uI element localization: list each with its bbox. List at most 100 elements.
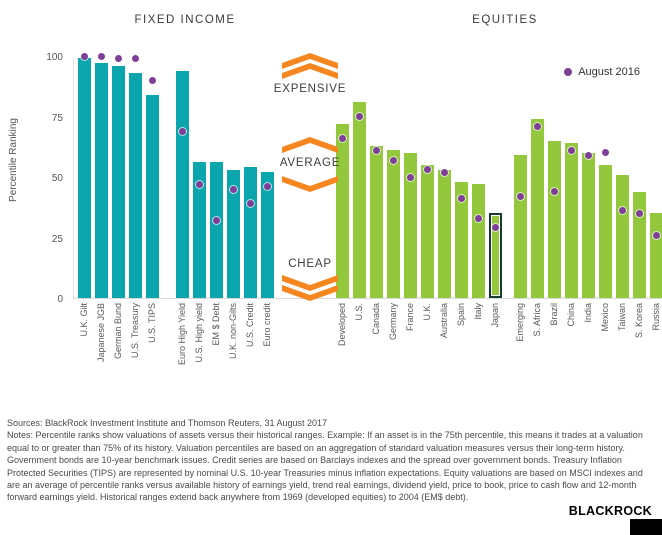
bar-slot-emerging: Emerging bbox=[514, 57, 527, 342]
bar-u-k-non-gilts bbox=[227, 170, 240, 298]
bar-slot-brazil: Brazil bbox=[548, 57, 561, 326]
bar-german-bund bbox=[112, 66, 125, 298]
bar-italy bbox=[472, 184, 485, 298]
bar-group-government-bonds: U.K. Gilt Japanese JGB German Bund U.S. Tre… bbox=[78, 52, 159, 362]
x-tick-label-s-africa: S. Africa bbox=[532, 303, 542, 337]
x-tick-label-emerging: Emerging bbox=[515, 303, 525, 342]
august-2016-dot-italy bbox=[475, 214, 482, 222]
bar-slot-u-s-treasury: U.S. Treasury bbox=[129, 54, 142, 358]
section-title-equities: EQUITIES bbox=[472, 14, 538, 26]
bar-developed bbox=[336, 124, 349, 298]
x-tick-label-developed: Developed bbox=[337, 303, 347, 347]
bar-france bbox=[404, 153, 417, 298]
august-2016-dot-japan bbox=[492, 224, 499, 232]
y-tick-label-75: 75 bbox=[51, 112, 63, 124]
bar-slot-s-korea: S. Korea bbox=[633, 57, 646, 338]
bar-slot-developed: Developed bbox=[336, 57, 349, 346]
double-chevron-up-icon bbox=[282, 53, 338, 79]
august-2016-dot-u-k-non-gilts bbox=[230, 185, 237, 193]
x-tick-label-u-s-tips: U.S. TIPS bbox=[147, 303, 157, 343]
bar-slot-mexico: Mexico bbox=[599, 57, 612, 332]
legend-dot-icon bbox=[564, 68, 573, 76]
bar-slot-russia: Russia bbox=[650, 57, 662, 331]
x-tick-label-euro-high-yield: Euro High Yield bbox=[177, 303, 187, 366]
x-tick-label-euro-credit: Euro credit bbox=[262, 303, 272, 347]
august-2016-dot-brazil bbox=[551, 188, 558, 196]
zone-label-expensive: EXPENSIVE bbox=[273, 83, 347, 95]
bar-slot-u-s-credit: U.S. Credit bbox=[244, 57, 257, 347]
blackrock-logo-box bbox=[630, 519, 662, 535]
bar-slot-china: China bbox=[565, 57, 578, 327]
bar-slot-australia: Australia bbox=[438, 57, 451, 338]
august-2016-dot-u-s-treasury bbox=[132, 54, 139, 62]
august-2016-dot-japanese-jgb bbox=[98, 52, 105, 60]
chevron-up-icon bbox=[282, 137, 338, 153]
bar-slot-em-debt: EM $ Debt bbox=[210, 57, 223, 346]
august-2016-dot-u-s-high-yield bbox=[196, 180, 203, 188]
august-2016-dot-em-debt bbox=[213, 217, 220, 225]
bar-canada bbox=[370, 146, 383, 298]
chevron-down-icon bbox=[282, 176, 338, 192]
x-tick-label-france: France bbox=[405, 303, 415, 332]
august-2016-dot-euro-credit bbox=[264, 183, 271, 191]
bar-group-emerging-equities: Emerging S. Africa Brazil China India Mexico T… bbox=[514, 57, 662, 342]
bar-slot-u-k: U.K. bbox=[421, 57, 434, 321]
x-tick-label-u-s-treasury: U.S. Treasury bbox=[130, 303, 140, 359]
section-title-fixed-income: FIXED INCOME bbox=[134, 14, 236, 26]
bar-taiwan bbox=[616, 175, 629, 298]
bar-slot-india: India bbox=[582, 57, 595, 323]
bar-u-k bbox=[421, 165, 434, 298]
bar-russia bbox=[650, 213, 662, 298]
bar-u-s bbox=[353, 102, 366, 298]
bar-slot-german-bund: German Bund bbox=[112, 54, 125, 359]
august-2016-dot-germany bbox=[390, 156, 397, 164]
x-tick-label-em-debt: EM $ Debt bbox=[211, 303, 221, 346]
x-tick-label-u-k-non-gilts: U.K. non-Gilts bbox=[228, 303, 238, 360]
bar-euro-high-yield bbox=[176, 71, 189, 298]
x-tick-label-japanese-jgb: Japanese JGB bbox=[96, 303, 106, 363]
august-2016-dot-german-bund bbox=[115, 54, 122, 62]
august-2016-dot-india bbox=[585, 151, 592, 159]
footnotes: Sources: BlackRock Investment Institute … bbox=[7, 417, 655, 504]
bar-spain bbox=[455, 182, 468, 298]
sources-line: Sources: BlackRock Investment Institute … bbox=[7, 418, 328, 428]
x-tick-label-mexico: Mexico bbox=[600, 303, 610, 332]
x-tick-label-u-s: U.S. bbox=[354, 303, 364, 321]
x-tick-label-german-bund: German Bund bbox=[113, 303, 123, 360]
legend: August 2016 bbox=[564, 66, 640, 78]
x-tick-label-u-s-credit: U.S. Credit bbox=[245, 303, 255, 348]
bar-germany bbox=[387, 150, 400, 298]
bar-u-k-gilt bbox=[78, 58, 91, 298]
bar-slot-u-k-non-gilts: U.K. non-Gilts bbox=[227, 57, 240, 359]
bar-slot-canada: Canada bbox=[370, 57, 383, 335]
x-tick-label-japan: Japan bbox=[490, 303, 500, 328]
bar-brazil bbox=[548, 141, 561, 298]
august-2016-dot-s-korea bbox=[636, 209, 643, 217]
blackrock-logo: BLACKROCK bbox=[568, 504, 652, 518]
legend-label: August 2016 bbox=[578, 66, 640, 78]
y-tick-label-0: 0 bbox=[57, 294, 63, 305]
bar-japanese-jgb bbox=[95, 63, 108, 298]
plot-row: U.K. Gilt Japanese JGB German Bund U.S. Tre… bbox=[74, 52, 662, 365]
y-tick-label-25: 25 bbox=[51, 233, 63, 245]
bar-slot-u-s-tips: U.S. TIPS bbox=[146, 57, 159, 343]
bar-slot-france: France bbox=[404, 57, 417, 331]
august-2016-dot-china bbox=[568, 146, 575, 154]
x-tick-label-brazil: Brazil bbox=[549, 303, 559, 326]
august-2016-dot-emerging bbox=[517, 192, 524, 200]
x-tick-label-s-korea: S. Korea bbox=[634, 303, 644, 339]
bar-emerging bbox=[514, 155, 527, 298]
highlighted-bar-japan bbox=[489, 213, 502, 298]
bar-mexico bbox=[599, 165, 612, 298]
x-tick-label-spain: Spain bbox=[456, 303, 466, 327]
bar-slot-spain: Spain bbox=[455, 57, 468, 326]
bar-slot-germany: Germany bbox=[387, 57, 400, 340]
bar-group-developed-equities: Developed U.S. Canada Germany France U.K. Aust… bbox=[336, 57, 502, 346]
bar-s-korea bbox=[633, 192, 646, 298]
bar-india bbox=[582, 153, 595, 298]
august-2016-dot-euro-high-yield bbox=[179, 127, 186, 135]
double-chevron-down-icon bbox=[282, 275, 338, 301]
august-2016-dot-u-k bbox=[424, 166, 431, 174]
bar-slot-euro-high-yield: Euro High Yield bbox=[176, 57, 189, 365]
